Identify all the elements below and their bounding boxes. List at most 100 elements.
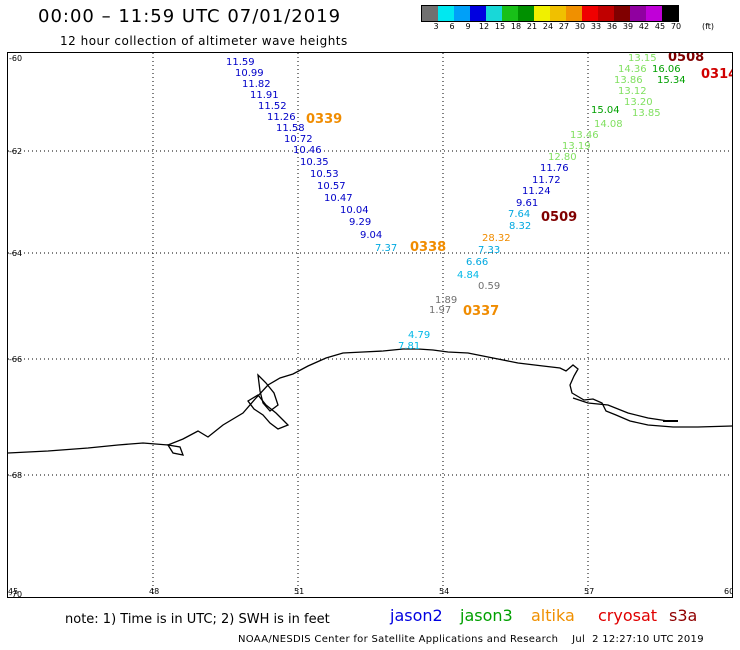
wave-height-label: 11.91: [250, 90, 279, 101]
legend-swatch: [582, 6, 598, 21]
pass-time-label: 0314: [701, 67, 732, 82]
legend-swatch: [438, 6, 454, 21]
legend-label: 18: [510, 22, 522, 31]
pass-time-label: 0338: [410, 240, 446, 255]
wave-height-label: 14.36: [618, 64, 647, 75]
satellite-legend-cryosat: cryosat: [598, 606, 658, 625]
pass-time-label: 0508: [668, 53, 704, 65]
wave-height-label: 10.99: [235, 68, 264, 79]
legend-label: 6: [449, 22, 455, 31]
wave-height-label: 7.81: [398, 341, 420, 352]
wave-height-label: 1.89: [435, 295, 457, 306]
wave-height-label: 15.04: [591, 105, 620, 116]
legend-label: 9: [465, 22, 471, 31]
wave-height-label: 13.86: [614, 75, 643, 86]
legend-swatch: [550, 6, 566, 21]
latitude-tick-label: -70: [9, 590, 22, 597]
map-canvas: 11.5910.9911.8211.9111.5211.2611.5810.72…: [7, 50, 737, 599]
satellite-legend-altika: altika: [531, 606, 575, 625]
wave-height-label: 7.33: [478, 245, 500, 256]
wave-height-label: 11.59: [226, 57, 255, 68]
wave-height-label: 10.57: [317, 181, 346, 192]
wave-height-label: 4.79: [408, 330, 430, 341]
legend-label: 42: [638, 22, 650, 31]
legend-swatch: [646, 6, 662, 21]
legend-swatch: [614, 6, 630, 21]
coastline-peninsula: [247, 394, 290, 430]
legend-swatch: [470, 6, 486, 21]
map-frame: 11.59 10.99 11.82 11.91 11.52 11.26 11.58 10.72…: [7, 50, 737, 599]
legend-swatch: [598, 6, 614, 21]
legend-label: 30: [574, 22, 586, 31]
longitude-tick-label: 54: [439, 587, 449, 596]
legend-swatch: [518, 6, 534, 21]
wave-height-label: 1.97: [429, 305, 451, 316]
satellite-legend-s3a: s3a: [669, 606, 698, 625]
legend-label: 12: [478, 22, 490, 31]
footer-note: note: 1) Time is in UTC; 2) SWH is in fe…: [65, 612, 330, 627]
wave-height-label: 11.82: [242, 79, 271, 90]
legend-swatch: [454, 6, 470, 21]
pass-time-label: 0509: [541, 210, 577, 225]
wave-height-label: 11.24: [522, 186, 551, 197]
map-title: 00:00 – 11:59 UTC 07/01/2019: [38, 6, 342, 27]
longitude-tick-label: 45: [8, 587, 18, 596]
wave-height-label: 11.72: [532, 175, 561, 186]
wave-height-label: 0.59: [478, 281, 500, 292]
legend-label: 3: [433, 22, 439, 31]
longitude-tick-label: 48: [149, 587, 159, 596]
color-scale-legend: [421, 5, 679, 22]
wave-height-label: 12.80: [548, 152, 577, 163]
latitude-tick-label: -60: [9, 54, 22, 63]
legend-swatch: [630, 6, 646, 21]
legend-swatch: [566, 6, 582, 21]
legend-swatch: [486, 6, 502, 21]
satellite-legend-jason3: jason3: [460, 606, 513, 625]
wave-height-label: 4.84: [457, 270, 479, 281]
legend-unit-label: (ft): [702, 22, 715, 31]
wave-height-label: 13.46: [570, 130, 599, 141]
graticule: [8, 53, 732, 597]
latitude-tick-label: -68: [9, 471, 22, 480]
wave-height-label: 10.04: [340, 205, 369, 216]
satellite-legend-jason2: jason2: [390, 606, 443, 625]
latitude-tick-label: -62: [9, 147, 22, 156]
legend-label: 39: [622, 22, 634, 31]
legend-label: 70: [670, 22, 682, 31]
map-subtitle: 12 hour collection of altimeter wave hei…: [60, 34, 348, 48]
pass-time-label: 0339: [306, 112, 342, 127]
wave-height-label: 10.72: [284, 134, 313, 145]
wave-height-label: 16.06: [652, 64, 681, 75]
legend-swatch: [502, 6, 518, 21]
credit-line: NOAA/NESDIS Center for Satellite Applica…: [238, 634, 704, 645]
wave-height-label: 10.35: [300, 157, 329, 168]
wave-height-labels: 11.5910.9911.8211.9111.5211.2611.5810.72…: [226, 50, 737, 352]
wave-height-label: 10.47: [324, 193, 353, 204]
legend-swatch: [662, 6, 678, 21]
wave-height-label: 11.26: [267, 112, 296, 123]
wave-height-label: 10.46: [293, 145, 322, 156]
wave-height-label: 13.12: [618, 86, 647, 97]
wave-height-label: 13.19: [562, 141, 591, 152]
coastline-bay: [166, 444, 185, 456]
antarctic-coastline: [7, 348, 733, 454]
coastline-ice-shelf: [572, 397, 669, 422]
wave-height-label: 13.15: [628, 53, 657, 64]
wave-height-label: 15.34: [657, 75, 686, 86]
wave-height-label: 9.29: [349, 217, 371, 228]
wave-height-label: 7.37: [375, 243, 397, 254]
wave-height-label: 7.64: [508, 209, 530, 220]
legend-label: 27: [558, 22, 570, 31]
coastline-inlet: [257, 373, 279, 412]
wave-height-label: 13.20: [624, 97, 653, 108]
longitude-tick-label: 60: [724, 587, 732, 596]
legend-label: 15: [494, 22, 506, 31]
legend-swatch: [422, 6, 438, 21]
wave-height-label: 9.61: [516, 198, 538, 209]
wave-height-label: 13.85: [632, 108, 661, 119]
legend-swatch: [534, 6, 550, 21]
wave-height-label: 9.04: [360, 230, 382, 241]
wave-height-label: 14.08: [594, 119, 623, 130]
wave-height-label: 6.66: [466, 257, 488, 268]
legend-label: 36: [606, 22, 618, 31]
